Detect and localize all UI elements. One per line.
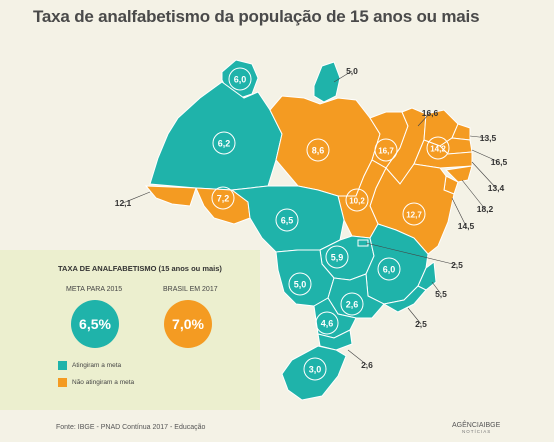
state-rate-pr: 4,6: [321, 319, 334, 329]
callout-line-rn: [469, 135, 489, 139]
state-al: [444, 165, 473, 183]
brazil-value: 7,0%: [172, 316, 204, 332]
state-rate-pe: 13,4: [488, 183, 505, 193]
state-ring-pr: [315, 311, 339, 335]
state-rate-am: 6,2: [218, 139, 231, 149]
state-rs: [281, 345, 347, 401]
callout-line-se: [451, 197, 467, 227]
state-ring-am: [212, 131, 236, 155]
state-rate-al: 18,2: [477, 204, 494, 214]
met-swatch: [58, 361, 67, 370]
state-rate-ce: 14,2: [430, 145, 446, 154]
state-ring-ba: [402, 202, 426, 226]
brazil-label: BRASIL EM 2017: [163, 286, 218, 293]
agencia-ibge-logo: AGÊNCIAIBGE NOTÍCIAS: [452, 422, 500, 434]
goal-value-circle: 6,5%: [71, 300, 119, 348]
state-rate-rs: 3,0: [309, 365, 322, 375]
callout-line-sc: [347, 349, 368, 366]
state-ring-go: [325, 245, 349, 269]
logo-name: AGÊNCIAIBGE: [452, 422, 501, 429]
callout-line-es: [431, 281, 442, 295]
not-met-label: Não atingiram a meta: [72, 379, 135, 386]
state-ring-ma: [374, 138, 398, 162]
state-rate-mt: 6,5: [281, 216, 294, 226]
state-ac: [144, 185, 197, 207]
state-df: [357, 239, 369, 247]
state-rate-pi: 16,6: [422, 108, 439, 118]
state-ring-ro: [211, 186, 235, 210]
state-ring-pa: [306, 138, 330, 162]
page-title: Taxa de analfabetismo da população de 15…: [33, 7, 480, 26]
goal-value: 6,5%: [79, 316, 111, 332]
state-rate-sp: 2,6: [346, 300, 359, 310]
state-rate-se: 14,5: [458, 221, 475, 231]
state-ring-mg: [377, 257, 401, 281]
logo-sub: NOTÍCIAS: [462, 429, 492, 434]
callout-line-pb: [471, 149, 500, 163]
callout-line-ac: [122, 191, 151, 204]
state-rate-ap: 5,0: [346, 66, 358, 76]
state-rate-es: 5,5: [435, 289, 447, 299]
state-ring-ms: [288, 272, 312, 296]
source-footer: Fonte: IBGE - PNAD Contínua 2017 - Educa…: [56, 424, 206, 431]
state-ring-sp: [340, 292, 364, 316]
state-rj: [382, 285, 427, 313]
callout-line-df: [365, 242, 458, 266]
state-rate-go: 5,9: [331, 253, 344, 263]
state-to: [337, 159, 387, 239]
state-rate-sc: 2,6: [361, 360, 373, 370]
state-ap: [313, 61, 341, 103]
state-ring-mt: [275, 208, 299, 232]
callout-line-al: [461, 179, 486, 210]
state-rate-pb: 16,5: [491, 157, 508, 167]
met-label: Atingiram a meta: [72, 362, 122, 369]
legend-panel: [0, 250, 260, 410]
state-rate-ro: 7,2: [217, 194, 230, 204]
state-rate-to: 10,2: [349, 197, 365, 206]
state-rate-rj: 2,5: [415, 319, 427, 329]
state-ring-rs: [303, 357, 327, 381]
not-met-swatch: [58, 378, 67, 387]
state-rate-ac: 12,1: [115, 198, 132, 208]
goal-label: META PARA 2015: [66, 286, 123, 293]
state-rate-mg: 6,0: [383, 265, 396, 275]
state-rate-pa: 8,6: [312, 146, 325, 156]
legend-heading: TAXA DE ANALFABETISMO (15 anos ou mais): [58, 264, 222, 273]
callout-line-rj: [407, 307, 422, 325]
state-rate-rr: 6,0: [234, 75, 247, 85]
state-rate-df: 2,5: [451, 260, 463, 270]
callout-line-pi: [417, 112, 431, 127]
state-rate-ma: 16,7: [378, 147, 394, 156]
state-rate-ba: 12,7: [406, 211, 422, 220]
state-rate-rn: 13,5: [480, 133, 497, 143]
callout-line-pe: [471, 161, 497, 189]
callout-line-ap: [333, 70, 353, 83]
state-ring-to: [345, 188, 369, 212]
state-es: [417, 261, 437, 291]
brazil-value-circle: 7,0%: [164, 300, 212, 348]
state-ring-ce: [426, 136, 450, 160]
state-ring-rr: [228, 67, 252, 91]
state-rate-ms: 5,0: [294, 280, 307, 290]
